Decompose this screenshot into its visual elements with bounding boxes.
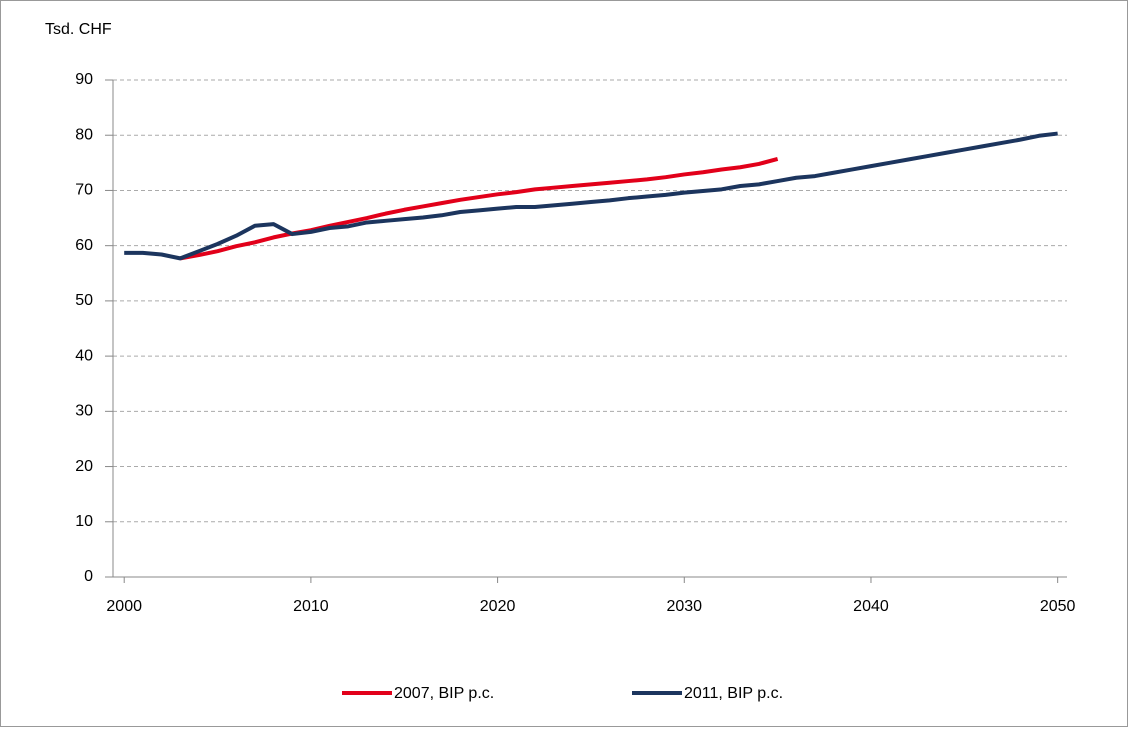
- line: [179, 157, 779, 261]
- y-tick-label: 20: [75, 458, 93, 475]
- x-tick-label: 2010: [293, 598, 329, 615]
- y-tick-label: 40: [75, 347, 93, 364]
- y-tick-label: 90: [75, 71, 93, 88]
- y-tick-label: 80: [75, 126, 93, 143]
- y-tick-label: 70: [75, 182, 93, 199]
- y-tick-label: 30: [75, 403, 93, 420]
- line: [124, 131, 1058, 261]
- legend-label: 2011, BIP p.c.: [684, 685, 783, 702]
- x-tick-label: 2020: [480, 598, 516, 615]
- x-tick-label: 2000: [106, 598, 142, 615]
- y-tick-label: 10: [75, 513, 93, 530]
- x-tick-label: 2050: [1040, 598, 1076, 615]
- x-tick-label: 2030: [666, 598, 702, 615]
- y-tick-label: 60: [75, 237, 93, 254]
- y-axis-label: Tsd. CHF: [45, 21, 112, 38]
- y-tick-label: 0: [84, 568, 93, 585]
- x-tick-label: 2040: [853, 598, 889, 615]
- y-tick-label: 50: [75, 292, 93, 309]
- legend-label: 2007, BIP p.c.: [394, 685, 494, 702]
